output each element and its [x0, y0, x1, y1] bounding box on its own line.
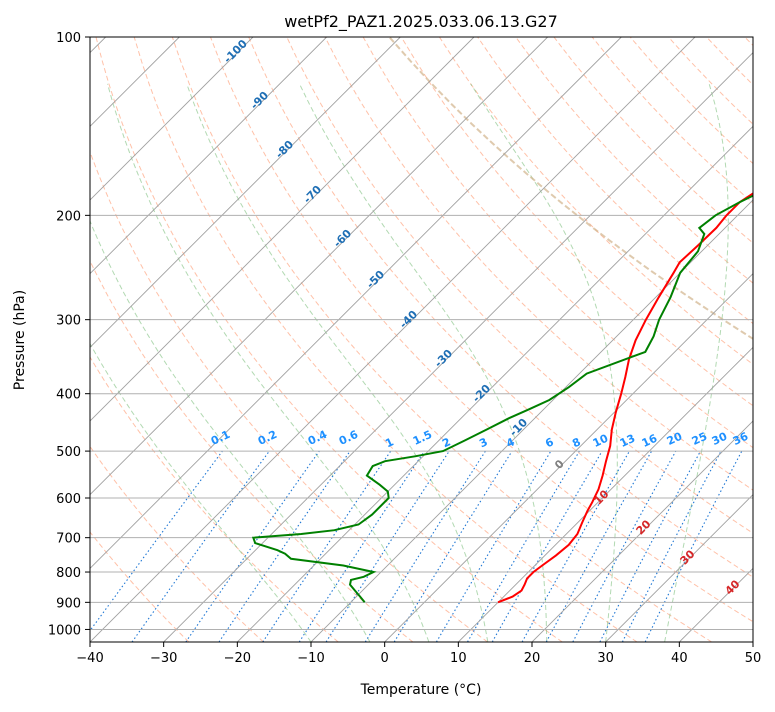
- y-axis-label: Pressure (hPa): [12, 290, 28, 390]
- y-tick-label: 500: [56, 445, 81, 460]
- x-tick-label: 40: [671, 651, 688, 666]
- x-tick-label: −10: [297, 651, 324, 666]
- x-tick-label: 20: [524, 651, 541, 666]
- x-tick-label: 0: [381, 651, 389, 666]
- y-tick-label: 1000: [48, 623, 81, 638]
- y-tick-label: 200: [56, 209, 81, 224]
- x-tick-label: 10: [450, 651, 467, 666]
- y-tick-label: 700: [56, 532, 81, 547]
- y-tick-label: 100: [56, 31, 81, 46]
- x-tick-label: −30: [150, 651, 177, 666]
- y-tick-label: 400: [56, 388, 81, 403]
- x-axis-label: Temperature (°C): [360, 682, 482, 698]
- y-tick-label: 800: [56, 566, 81, 581]
- x-tick-label: −20: [224, 651, 251, 666]
- y-tick-label: 300: [56, 314, 81, 329]
- y-tick-label: 600: [56, 492, 81, 507]
- x-tick-label: 50: [745, 651, 762, 666]
- y-tick-label: 900: [56, 596, 81, 611]
- x-tick-label: −40: [76, 651, 103, 666]
- chart-title: wetPf2_PAZ1.2025.033.06.13.G27: [284, 12, 558, 32]
- x-tick-label: 30: [597, 651, 614, 666]
